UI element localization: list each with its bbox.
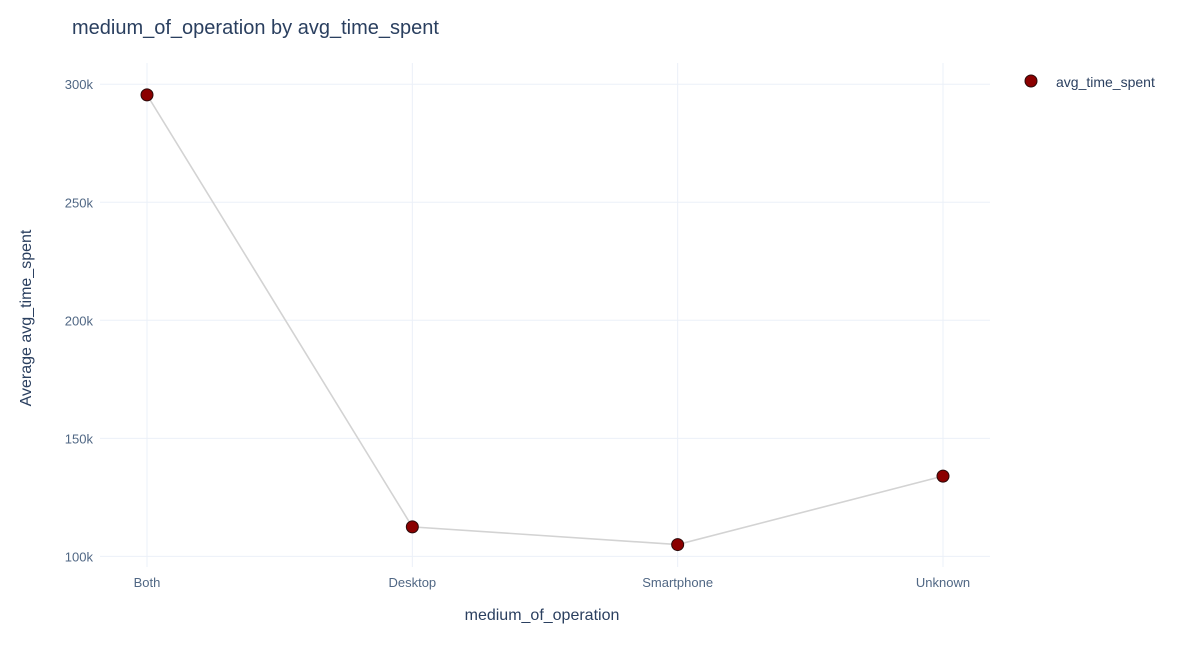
x-axis-ticks: Both Desktop Smartphone Unknown bbox=[134, 575, 970, 590]
y-tick-label: 150k bbox=[65, 431, 94, 446]
x-tick-label: Both bbox=[134, 575, 161, 590]
x-tick-label: Smartphone bbox=[642, 575, 713, 590]
y-axis-ticks: 100k 150k 200k 250k 300k bbox=[65, 77, 94, 564]
data-point-smartphone[interactable] bbox=[671, 538, 685, 552]
chart-title: medium_of_operation by avg_time_spent bbox=[72, 17, 439, 39]
legend-marker-avg-time-spent[interactable] bbox=[1024, 74, 1038, 88]
x-tick-label: Desktop bbox=[388, 575, 436, 590]
y-tick-label: 100k bbox=[65, 549, 94, 564]
legend-label-avg-time-spent[interactable]: avg_time_spent bbox=[1056, 74, 1155, 90]
series-line bbox=[146, 94, 944, 546]
data-point-desktop[interactable] bbox=[405, 520, 419, 534]
legend[interactable]: avg_time_spent bbox=[1024, 74, 1155, 90]
x-axis-title: medium_of_operation bbox=[465, 607, 620, 624]
series-layer bbox=[140, 88, 950, 552]
x-tick-label: Unknown bbox=[916, 575, 970, 590]
y-tick-label: 200k bbox=[65, 313, 94, 328]
y-tick-label: 250k bbox=[65, 195, 94, 210]
y-tick-label: 300k bbox=[65, 77, 94, 92]
data-point-unknown[interactable] bbox=[936, 469, 950, 483]
grid-layer bbox=[100, 63, 990, 567]
data-point-both[interactable] bbox=[140, 88, 154, 102]
y-axis-title: Average avg_time_spent bbox=[18, 229, 35, 406]
